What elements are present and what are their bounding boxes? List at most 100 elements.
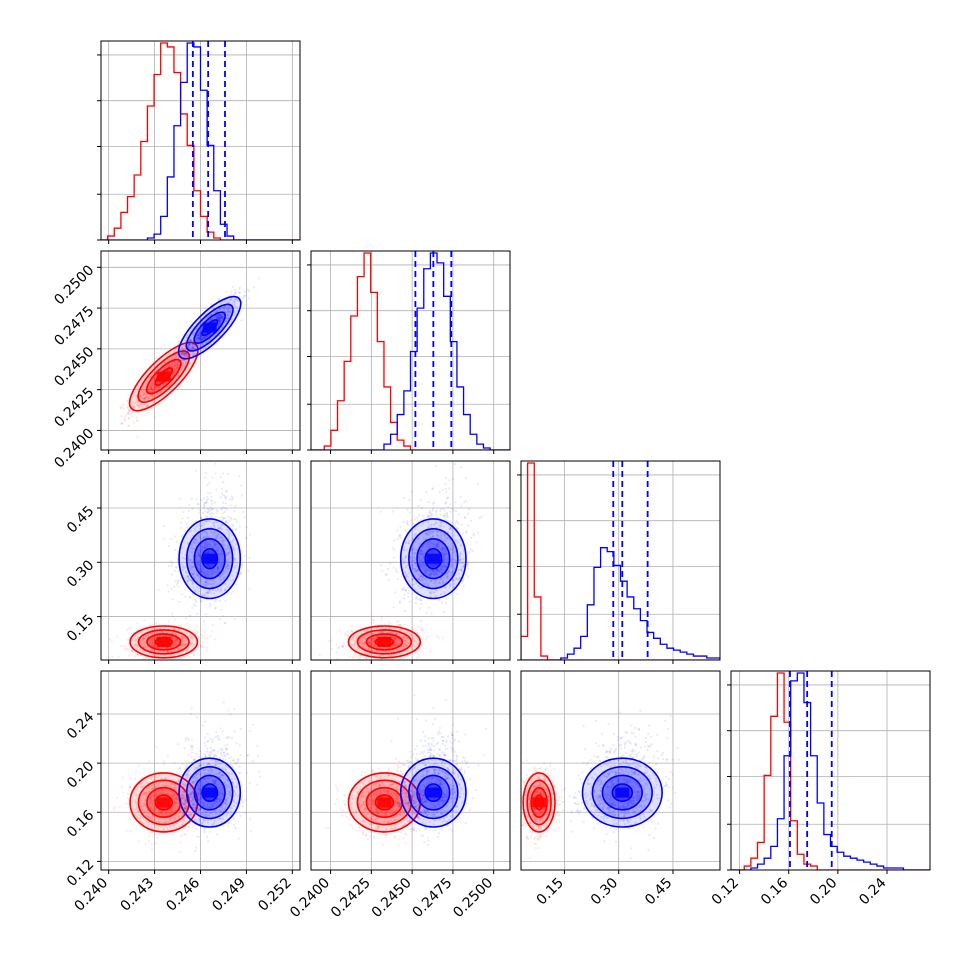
contour-line <box>530 786 548 818</box>
histogram-series-1 <box>521 547 720 660</box>
y-tick-label: 0.2500 <box>51 262 97 308</box>
histogram-series-0 <box>521 462 720 660</box>
density-peak <box>156 797 171 808</box>
x-tick-label: 0.15 <box>534 875 567 908</box>
panel-frame <box>100 40 301 241</box>
y-tick-label: 0.30 <box>64 557 97 590</box>
scatter-series-0 <box>318 616 445 660</box>
marginal-panel-2 <box>517 460 721 664</box>
marginal-panel-0 <box>97 40 301 244</box>
y-tick-label: 0.16 <box>64 807 97 840</box>
density-peak <box>532 797 547 808</box>
contour-line <box>591 766 653 820</box>
contour-line <box>611 783 634 803</box>
contour-line <box>201 783 219 803</box>
scatter-series-0 <box>108 617 226 660</box>
contour-line <box>177 295 242 360</box>
x-tick-label: 0.30 <box>588 875 621 908</box>
histogram-series-1 <box>311 252 510 450</box>
scatter-series-0 <box>325 760 441 847</box>
histogram-series-1 <box>731 672 930 870</box>
x-tick-label: 0.16 <box>758 875 791 908</box>
x-tick-label: 0.45 <box>642 875 675 908</box>
panel-content <box>311 671 510 870</box>
contour-line <box>193 537 226 580</box>
contour-line <box>601 774 644 811</box>
marginal-panel-1 <box>307 250 511 454</box>
contour-line <box>201 547 219 570</box>
contour-line <box>526 779 552 826</box>
panel-frame <box>310 670 511 871</box>
marginal-panel-3 <box>727 670 931 874</box>
y-tick-label: 0.2475 <box>51 303 97 349</box>
x-tick-label: 0.12 <box>709 875 742 908</box>
scatter-series-0 <box>119 316 216 438</box>
joint-panel-1-0 <box>97 250 301 454</box>
density-peak <box>156 371 171 382</box>
contour-line <box>185 303 234 352</box>
density-peak <box>202 553 217 564</box>
y-tick-label: 0.15 <box>64 612 97 645</box>
panel-frame <box>100 250 301 451</box>
contour-line <box>416 774 451 811</box>
x-tick-label: 0.20 <box>807 875 840 908</box>
joint-panel-2-0 <box>97 460 301 664</box>
contour-line <box>193 774 226 811</box>
density-peak <box>202 322 217 333</box>
x-tick-label: 0.2400 <box>287 875 333 921</box>
y-tick-label: 0.24 <box>64 709 97 742</box>
x-tick-label: 0.2425 <box>328 875 374 921</box>
panel-frame <box>100 460 301 661</box>
contour-line <box>185 766 234 820</box>
panel-content <box>101 671 300 870</box>
scatter-series-0 <box>112 746 219 854</box>
histogram-series-1 <box>101 42 300 240</box>
panel-content <box>311 251 510 450</box>
scatter-series-1 <box>379 463 483 632</box>
density-peak <box>377 797 392 808</box>
panel-frame <box>310 460 511 661</box>
y-tick-label: 0.2400 <box>51 425 97 471</box>
y-tick-label: 0.45 <box>64 503 97 536</box>
contour-line <box>178 757 242 828</box>
contour-line <box>146 633 182 651</box>
x-tick-label: 0.246 <box>163 875 203 915</box>
density-peak <box>156 636 171 647</box>
density-peak <box>615 787 630 798</box>
contour-line <box>178 518 242 600</box>
contour-line <box>408 766 459 820</box>
contour-line <box>522 772 556 833</box>
histogram-series-0 <box>731 672 930 870</box>
panel-content <box>521 671 720 870</box>
panel-frame <box>520 460 721 661</box>
x-tick-label: 0.24 <box>856 875 889 908</box>
panel-content <box>101 461 300 660</box>
panel-frame <box>520 670 721 871</box>
x-tick-label: 0.2475 <box>410 875 456 921</box>
x-tick-label: 0.2500 <box>450 875 496 921</box>
contour-line <box>424 547 443 570</box>
scatter-series-0 <box>521 759 565 860</box>
contour-line <box>581 757 663 828</box>
panel-content <box>731 671 930 870</box>
panel-content <box>101 251 300 450</box>
contour-line <box>408 528 459 590</box>
density-peak <box>202 787 217 798</box>
panel-content <box>101 41 300 240</box>
joint-panel-3-1 <box>310 670 511 874</box>
contour-line <box>356 629 413 655</box>
scatter-series-1 <box>561 709 680 860</box>
contour-line <box>347 625 422 659</box>
y-tick-label: 0.20 <box>64 758 97 791</box>
y-tick-label: 0.2425 <box>51 385 97 431</box>
contour-line <box>137 350 191 403</box>
contour-line <box>154 794 173 811</box>
contour-line <box>399 518 467 600</box>
panel-content <box>311 461 510 660</box>
panel-content <box>521 461 720 660</box>
density-peak <box>426 787 441 798</box>
y-tick-label: 0.2450 <box>51 344 97 390</box>
x-tick-label: 0.2450 <box>369 875 415 921</box>
joint-panel-2-1 <box>310 460 511 664</box>
contour-line <box>185 528 234 590</box>
